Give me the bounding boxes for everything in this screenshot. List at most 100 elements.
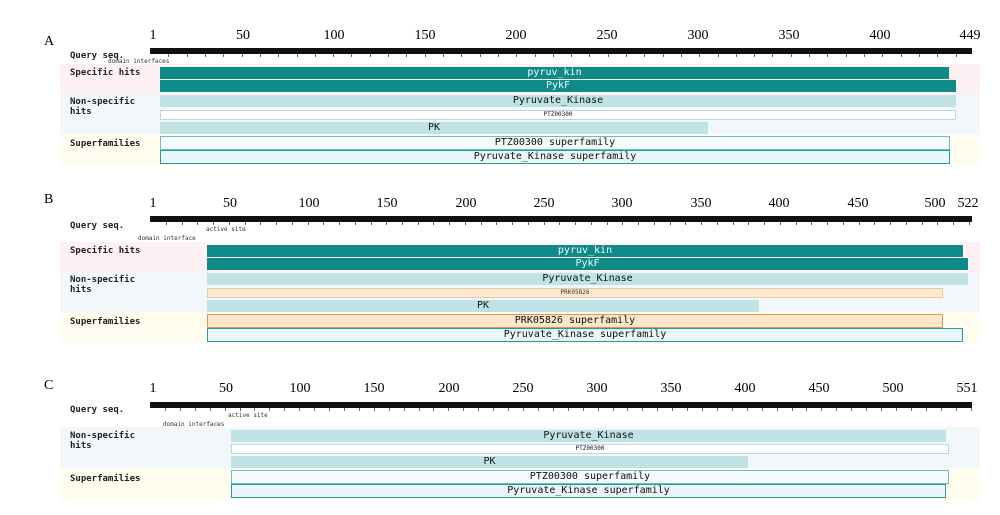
pykf-hit[interactable]: PykF: [207, 258, 968, 270]
tick-label: 50: [236, 28, 250, 43]
ruler-minor-tick: [343, 408, 345, 411]
panel-letter: A: [44, 34, 55, 49]
ruler-minor-tick: [496, 222, 498, 225]
ruler-minor-tick: [179, 408, 181, 411]
ruler-minor-tick: [523, 408, 524, 411]
ruler-minor-tick: [827, 222, 829, 225]
ruler-minor-tick: [244, 222, 246, 225]
ruler-minor-tick: [748, 222, 750, 225]
pyruvate-kinase-hit[interactable]: Pyruvate_Kinase: [160, 95, 956, 107]
ruler-minor-tick: [527, 222, 529, 225]
ruler-minor-tick: [314, 54, 316, 57]
pyruvate-kinase-hit[interactable]: Pyruvate_Kinase: [231, 430, 946, 442]
tick-label: 200: [455, 196, 477, 211]
tick-label: 200: [505, 28, 527, 43]
ruler-minor-tick: [699, 54, 701, 57]
ruler-minor-tick: [776, 408, 778, 411]
pyruvate-kinase-superfamily[interactable]: Pyruvate_Kinase superfamily: [160, 150, 950, 164]
ruler-minor-tick: [463, 408, 465, 411]
ruler-minor-tick: [537, 408, 539, 411]
ruler-minor-tick: [672, 408, 674, 411]
ruler-minor-tick: [732, 222, 734, 225]
ruler-minor-tick: [197, 222, 199, 225]
ruler-minor-tick: [881, 408, 882, 411]
pk-hit[interactable]: PK: [207, 300, 759, 312]
ruler-minor-tick: [433, 222, 435, 225]
tick-label: 150: [376, 196, 398, 211]
ruler-minor-tick: [181, 222, 183, 225]
ruler-minor-tick: [296, 54, 298, 57]
ruler-minor-tick: [213, 222, 214, 225]
ruler-minor-tick: [571, 54, 573, 57]
ruler-minor-tick: [165, 222, 167, 225]
prk05826-hit[interactable]: PRK05826: [207, 288, 943, 298]
prk05826-superfamily[interactable]: PRK05826 superfamily: [207, 314, 943, 328]
ruler-minor-tick: [642, 408, 644, 411]
ruler-minor-tick: [937, 222, 939, 225]
ptz00300-superfamily[interactable]: PTZ00300 superfamily: [231, 470, 949, 484]
ruler-minor-tick: [764, 222, 766, 225]
ruler-minor-tick: [779, 222, 781, 225]
ruler-minor-tick: [329, 408, 330, 411]
tick-label: 50: [223, 196, 237, 211]
pyruv-kin-hit[interactable]: pyruv_kin: [160, 67, 949, 79]
ptz00300-superfamily[interactable]: PTZ00300 superfamily: [160, 136, 950, 150]
tick-label: 200: [438, 381, 460, 396]
ruler-minor-tick: [821, 408, 823, 411]
ruler-minor-tick: [480, 222, 482, 225]
ruler-minor-tick: [402, 222, 403, 225]
ruler-minor-tick: [864, 54, 865, 57]
ruler-minor-tick: [606, 222, 608, 225]
ruler-minor-tick: [358, 408, 360, 411]
ruler-minor-tick: [925, 408, 927, 411]
ruler-minor-tick: [461, 54, 463, 57]
ruler-minor-tick: [662, 54, 664, 57]
ruler-minor-tick: [851, 408, 853, 411]
ruler-minor-tick: [717, 54, 719, 57]
ruler-minor-tick: [354, 222, 356, 225]
pk-hit[interactable]: PK: [160, 122, 708, 134]
ruler-minor-tick: [388, 408, 390, 411]
ruler-minor-tick: [424, 54, 426, 57]
ruler-minor-tick: [827, 54, 829, 57]
ruler-minor-tick: [307, 222, 309, 225]
ruler-minor-tick: [680, 54, 682, 57]
tick-label: 300: [586, 381, 608, 396]
ruler-minor-tick: [418, 408, 420, 411]
ruler-minor-tick: [479, 54, 481, 57]
pyruvate-kinase-superfamily[interactable]: Pyruvate_Kinase superfamily: [231, 484, 946, 498]
pyruvate-kinase-hit[interactable]: Pyruvate_Kinase: [207, 273, 968, 285]
tick-label: 400: [869, 28, 891, 43]
ruler-minor-tick: [607, 54, 609, 57]
ruler-minor-tick: [224, 408, 226, 411]
tick-label: 150: [414, 28, 436, 43]
pykf-hit[interactable]: PykF: [160, 80, 956, 92]
pyruvate-kinase-superfamily[interactable]: Pyruvate_Kinase superfamily: [207, 328, 963, 342]
ruler-minor-tick: [164, 408, 166, 411]
ruler-minor-tick: [442, 54, 444, 57]
specific-hits-label: Specific hits: [70, 246, 141, 256]
specific-hits-label: Specific hits: [70, 68, 141, 78]
ruler-minor-tick: [552, 54, 554, 57]
ruler-minor-tick: [299, 408, 301, 411]
ruler-minor-tick: [168, 54, 170, 57]
tick-label: 449: [959, 28, 981, 43]
ruler-minor-tick: [259, 54, 261, 57]
ruler-minor-tick: [866, 408, 868, 411]
pk-hit[interactable]: PK: [231, 456, 748, 468]
tick-label: 1: [149, 381, 157, 396]
ptz00300-hit[interactable]: PTZ00300: [160, 110, 956, 120]
ruler-minor-tick: [685, 222, 687, 225]
ruler-minor-tick: [478, 408, 480, 411]
pyruv-kin-hit[interactable]: pyruv_kin: [207, 245, 963, 257]
ruler-minor-tick: [890, 222, 892, 225]
ruler-minor-tick: [702, 408, 703, 411]
tick-label: 300: [687, 28, 709, 43]
tick-label: 450: [847, 196, 869, 211]
ruler-minor-tick: [806, 408, 808, 411]
ruler-minor-tick: [406, 54, 408, 57]
ruler-minor-tick: [809, 54, 811, 57]
panel-letter: C: [44, 378, 54, 393]
ptz00300-hit[interactable]: PTZ00300: [231, 444, 949, 454]
tick-label: 350: [660, 381, 682, 396]
